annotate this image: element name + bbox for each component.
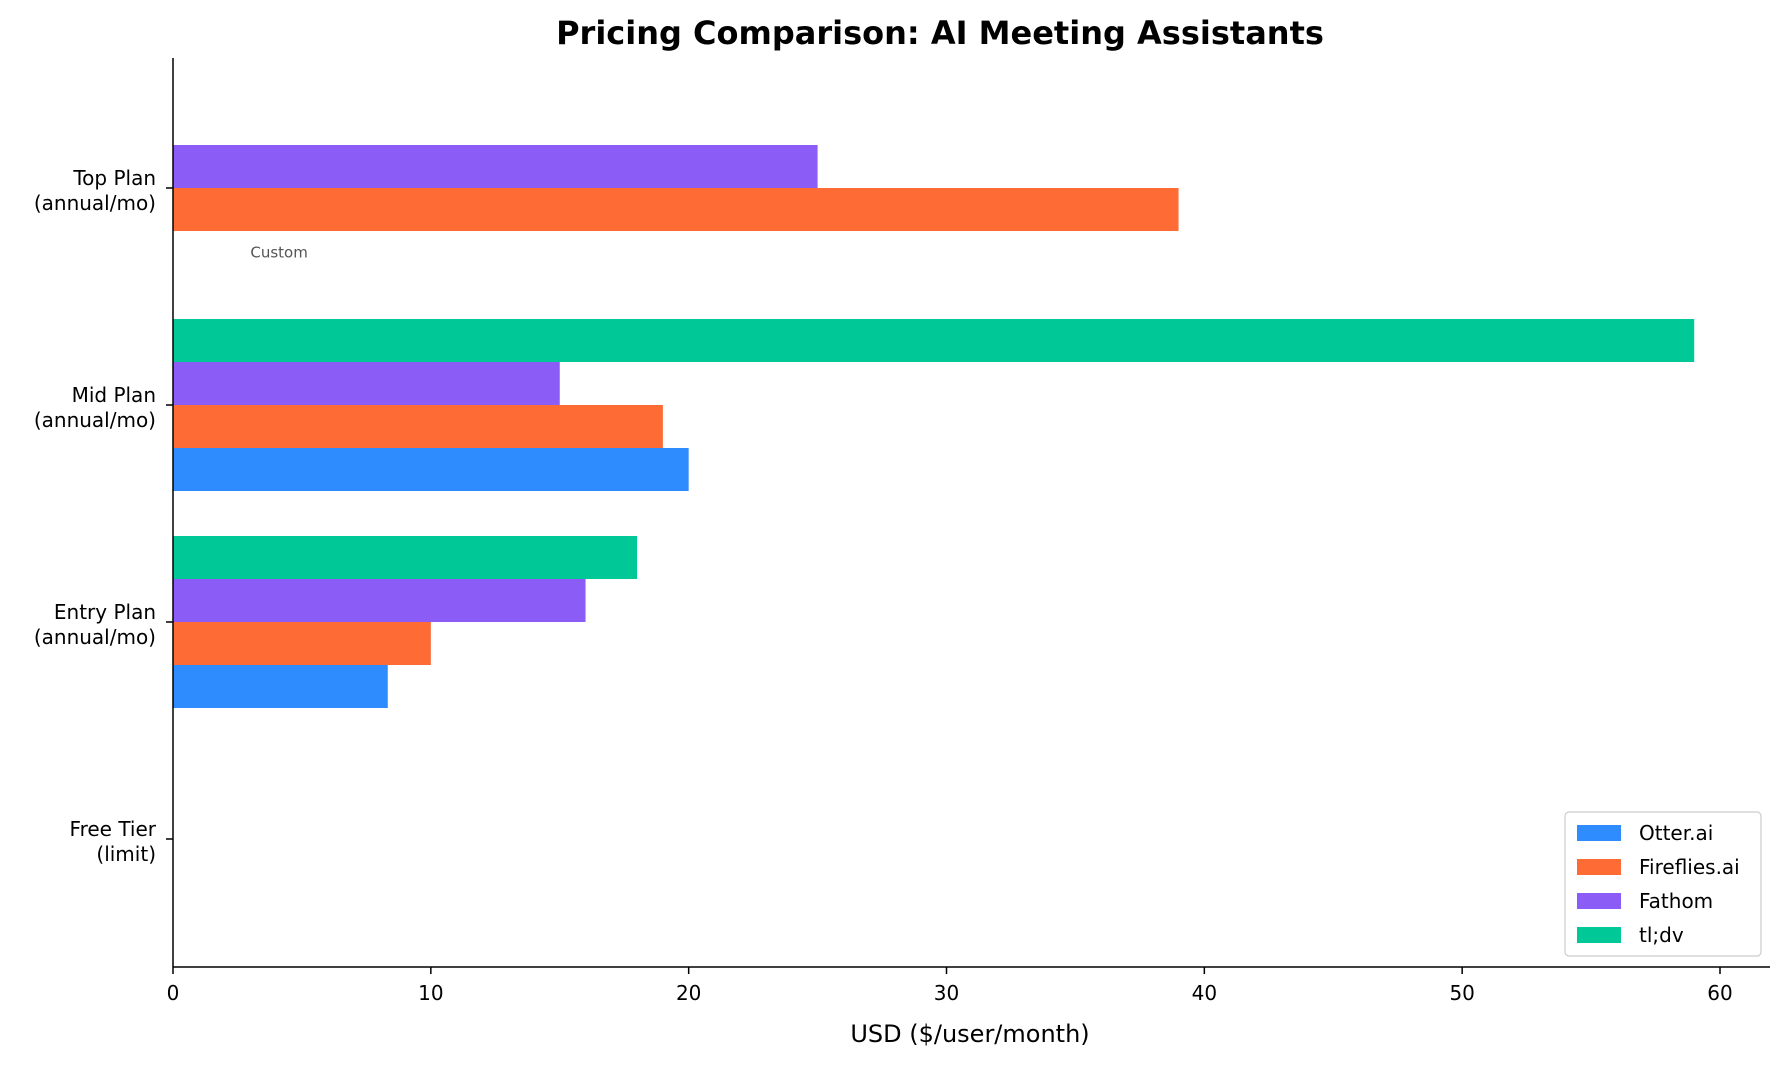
- legend-label-otter-ai: Otter.ai: [1639, 821, 1713, 845]
- x-axis-label: USD ($/user/month): [850, 1020, 1089, 1048]
- bar-fathom-2: [173, 362, 560, 405]
- bar-tl-dv-2: [173, 319, 1695, 362]
- bar-fireflies-ai-3: [173, 188, 1179, 231]
- bar-otter-ai-1: [173, 665, 388, 708]
- x-tick-label-0: 0: [167, 981, 180, 1005]
- legend-swatch-fathom: [1577, 893, 1621, 909]
- annotation-0: Custom: [250, 244, 307, 262]
- y-tick-label-3: Top Plan (annual/mo): [34, 166, 156, 215]
- axes-layer: [172, 58, 1770, 968]
- legend-label-fireflies-ai: Fireflies.ai: [1639, 855, 1740, 879]
- annotations-layer: Custom: [250, 244, 307, 262]
- x-tick-label-50: 50: [1449, 981, 1474, 1005]
- bar-tl-dv-1: [173, 536, 638, 579]
- bar-fathom-3: [173, 145, 818, 188]
- ticks-layer: 0 10 20 30 40 50 60 Free Tier (limit) Entry Plan(…: [34, 166, 1733, 1005]
- x-tick-label-10: 10: [418, 981, 443, 1005]
- legend-label-tl-dv: tl;dv: [1639, 923, 1684, 947]
- bar-fireflies-ai-1: [173, 622, 431, 665]
- legend-swatch-tl-dv: [1577, 927, 1621, 943]
- y-tick-label-2: Mid Plan (annual/mo): [34, 383, 156, 432]
- legend-box: [1564, 811, 1762, 957]
- bars-layer: [173, 145, 1695, 708]
- x-tick-label-40: 40: [1192, 981, 1217, 1005]
- x-tick-label-60: 60: [1707, 981, 1732, 1005]
- legend-label-fathom: Fathom: [1639, 889, 1713, 913]
- chart-title: Pricing Comparison: AI Meeting Assistant…: [556, 14, 1324, 52]
- y-tick-label-1: Entry Plan (annual/mo): [34, 600, 156, 649]
- legend-swatch-fireflies-ai: [1577, 859, 1621, 875]
- bar-fireflies-ai-2: [173, 405, 663, 448]
- legend-swatch-otter-ai: [1577, 825, 1621, 841]
- bar-fathom-1: [173, 579, 586, 622]
- x-tick-label-20: 20: [676, 981, 701, 1005]
- legend: Otter.ai Fireflies.ai Fathom tl;dv: [1564, 811, 1762, 957]
- x-tick-label-30: 30: [934, 981, 959, 1005]
- bar-otter-ai-2: [173, 448, 689, 491]
- y-tick-label-0: Free Tier (limit): [70, 817, 157, 866]
